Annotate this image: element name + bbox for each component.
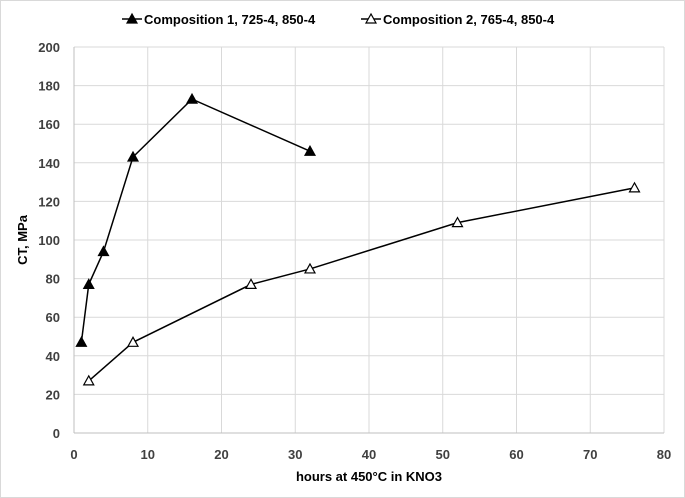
- x-tick-label: 10: [141, 447, 155, 462]
- x-tick-label: 30: [288, 447, 302, 462]
- y-tick-label: 80: [46, 272, 60, 287]
- data-point: [244, 278, 258, 289]
- y-tick-label: 60: [46, 310, 60, 325]
- y-tick-label: 180: [38, 79, 60, 94]
- data-point: [628, 181, 641, 193]
- gridlines: [73, 46, 665, 434]
- x-tick-label: 80: [657, 447, 671, 462]
- data-point: [303, 262, 317, 274]
- legend-item: Composition 2, 765-4, 850-4: [361, 12, 555, 27]
- series-line: [80, 98, 311, 343]
- data-point: [303, 144, 317, 156]
- legend: Composition 1, 725-4, 850-4 Composition 2…: [122, 12, 555, 27]
- y-tick-label: 20: [46, 387, 60, 402]
- x-tick-label: 70: [583, 447, 597, 462]
- y-tick-label: 100: [38, 233, 60, 248]
- y-tick-label: 200: [38, 40, 60, 55]
- data-point: [82, 374, 95, 386]
- y-tick-label: 140: [38, 156, 60, 171]
- data-point: [126, 150, 140, 162]
- series-layer: [75, 92, 641, 386]
- data-point: [75, 336, 88, 347]
- x-tick-label: 50: [436, 447, 450, 462]
- legend-label: Composition 1, 725-4, 850-4: [144, 12, 316, 27]
- y-axis-title: CT, MPa: [15, 214, 30, 265]
- legend-marker: [125, 12, 139, 24]
- series-1: [75, 92, 317, 347]
- data-point: [126, 336, 140, 347]
- legend-item: Composition 1, 725-4, 850-4: [122, 12, 316, 27]
- data-point: [185, 92, 199, 104]
- x-tick-label: 40: [362, 447, 376, 462]
- y-tick-label: 120: [38, 194, 60, 209]
- x-tick-label: 0: [70, 447, 77, 462]
- series-2: [82, 181, 641, 386]
- x-tick-label: 60: [509, 447, 523, 462]
- data-point: [82, 278, 95, 289]
- x-axis-title: hours at 450°C in KNO3: [296, 469, 442, 484]
- y-tick-label: 40: [46, 349, 60, 364]
- axes: 0 10 20 30 40 50 60 70 80 0 20 40 60 80 100 120 140 160 18…: [38, 40, 671, 462]
- series-line: [88, 187, 635, 382]
- legend-marker: [364, 12, 378, 24]
- data-point: [451, 216, 464, 228]
- x-tick-label: 20: [214, 447, 228, 462]
- legend-label: Composition 2, 765-4, 850-4: [383, 12, 555, 27]
- data-point: [97, 245, 110, 257]
- y-tick-label: 0: [53, 426, 60, 441]
- y-tick-label: 160: [38, 117, 60, 132]
